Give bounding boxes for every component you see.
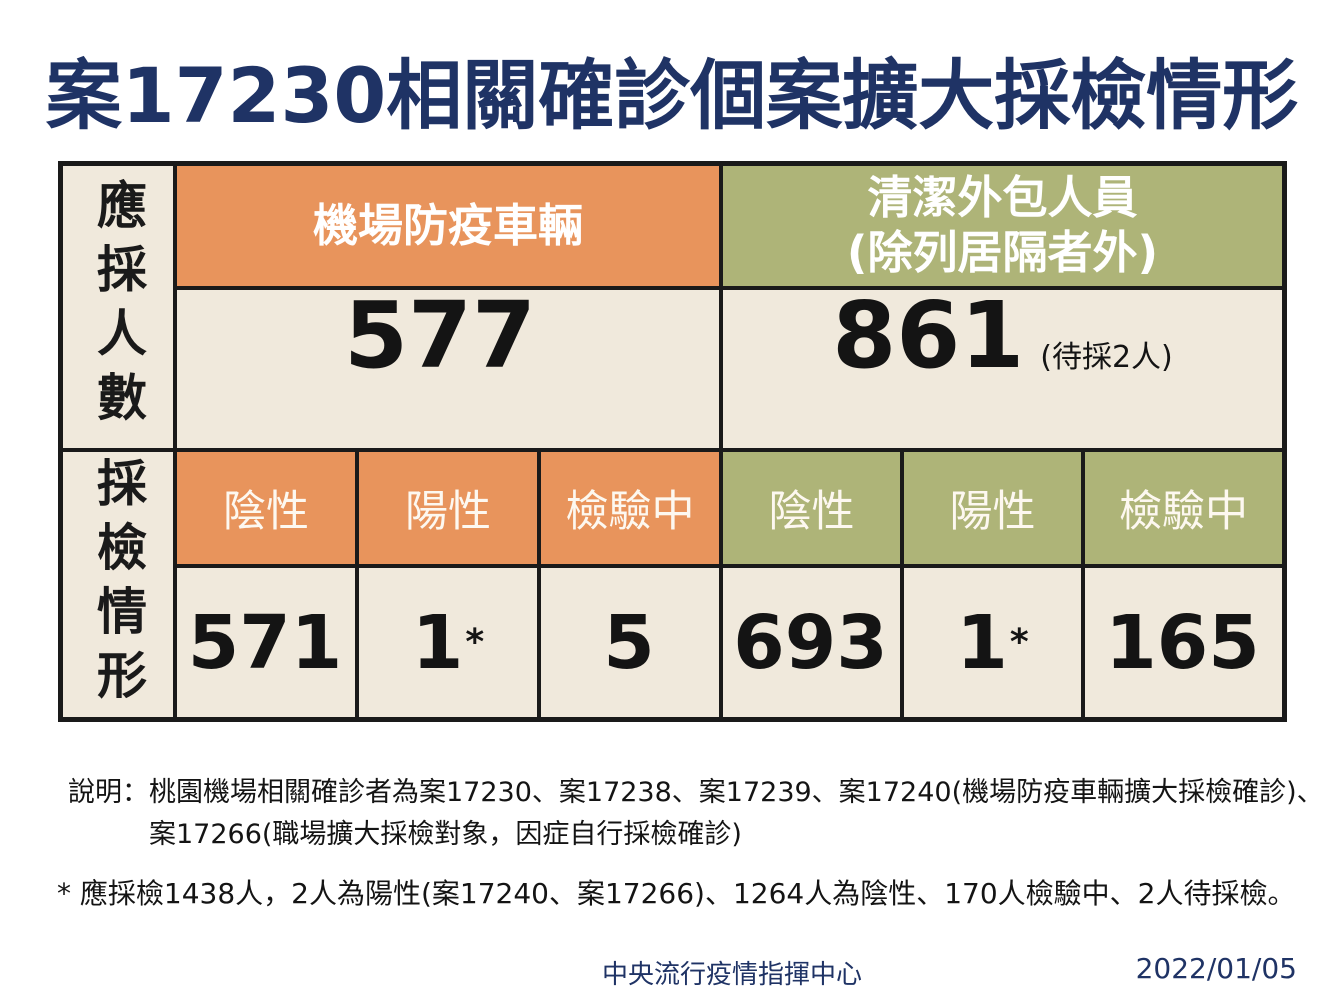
group2-positive-count: 1 * bbox=[904, 568, 1081, 717]
group1-negative-count: 571 bbox=[177, 568, 355, 717]
group2-header-line1: 清潔外包人員 bbox=[867, 171, 1138, 225]
row-label-sampling-status-text: 採檢情形 bbox=[89, 456, 147, 713]
group2-header-line2: (除列居隔者外) bbox=[846, 226, 1159, 279]
page-title: 案17230相關確診個案擴大採檢情形 bbox=[45, 51, 1299, 140]
group2-total-note: (待採2人) bbox=[1040, 340, 1173, 375]
group1-total-value: 577 bbox=[343, 282, 537, 389]
footer-organization: 中央流行疫情指揮中心 bbox=[602, 960, 863, 990]
group1-header-text: 機場防疫車輛 bbox=[312, 198, 583, 252]
explanation-label: 說明： bbox=[68, 777, 149, 808]
footer-date: 2022/01/05 bbox=[1135, 952, 1297, 985]
group1-total-cell: 577 bbox=[177, 290, 719, 448]
group-header-airport-quarantine-vehicles: 機場防疫車輛 bbox=[177, 166, 719, 286]
row-label-required-sample-count-text: 應採人數 bbox=[89, 179, 147, 435]
explanation-line2: 案17266(職場擴大採檢對象，因症自行採檢確診) bbox=[149, 818, 742, 850]
group2-total-cell: 861 (待採2人) bbox=[723, 290, 1282, 448]
group1-positive-count: 1 * bbox=[359, 568, 537, 717]
group1-subheader-negative: 陰性 bbox=[177, 452, 355, 564]
group-header-cleaning-contractors: 清潔外包人員 (除列居隔者外) bbox=[723, 166, 1282, 286]
group1-testing-count: 5 bbox=[541, 568, 719, 717]
row-label-sampling-status: 採檢情形 bbox=[63, 452, 173, 717]
group2-negative-count: 693 bbox=[723, 568, 900, 717]
row-label-required-sample-count: 應採人數 bbox=[63, 166, 173, 448]
group2-testing-count: 165 bbox=[1085, 568, 1282, 717]
asterisk-footnote: * 應採檢1438人，2人為陽性(案17240、案17266)、1264人為陰性… bbox=[57, 877, 1296, 910]
group2-subheader-testing: 檢驗中 bbox=[1085, 452, 1282, 564]
explanation-note: 說明： 桃園機場相關確診者為案17230、案17238、案17239、案1724… bbox=[68, 772, 1324, 856]
group2-total-value: 861 bbox=[832, 282, 1025, 389]
footnote-star: * bbox=[465, 622, 485, 663]
footnote-star: * bbox=[1009, 622, 1029, 663]
group2-subheader-positive: 陽性 bbox=[904, 452, 1081, 564]
explanation-line1: 桃園機場相關確診者為案17230、案17238、案17239、案17240(機場… bbox=[149, 777, 1324, 808]
group1-subheader-positive: 陽性 bbox=[359, 452, 537, 564]
group1-subheader-testing: 檢驗中 bbox=[541, 452, 719, 564]
group2-subheader-negative: 陰性 bbox=[723, 452, 900, 564]
sampling-summary-table: 應採人數 機場防疫車輛 清潔外包人員 (除列居隔者外) 577 861 (待採2… bbox=[58, 161, 1287, 722]
